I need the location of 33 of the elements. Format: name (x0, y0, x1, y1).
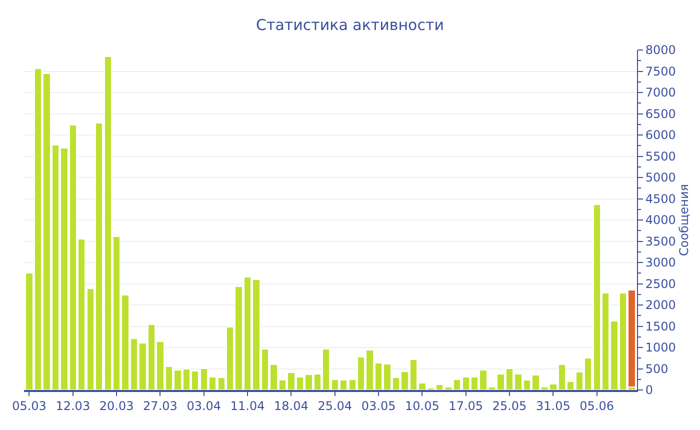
x-tick-label: 20.03 (99, 399, 134, 414)
y-tick-label: 4000 (645, 213, 676, 228)
x-tick-label: 17.05 (448, 399, 484, 414)
x-tick-label: 10.05 (405, 399, 440, 414)
y-tick-label: 5000 (645, 170, 676, 185)
y-tick-label: 4500 (645, 192, 676, 206)
y-axis-title: Сообщения (676, 184, 691, 256)
x-tick-label: 03.05 (361, 399, 396, 414)
y-tick-label: 0 (645, 383, 654, 398)
y-tick-label: 5500 (645, 149, 676, 164)
chart-title: Статистика активности (256, 16, 444, 34)
y-tick-label: 3500 (645, 234, 676, 248)
x-tick-label: 05.03 (12, 399, 46, 414)
y-tick-label: 7000 (645, 86, 676, 100)
x-tick-label: 25.05 (492, 399, 527, 414)
x-tick-label: 03.04 (186, 399, 222, 414)
y-tick-label: 1000 (645, 340, 676, 355)
x-tick-label: 18.04 (274, 399, 308, 414)
x-tick-label: 31.05 (536, 399, 570, 414)
x-tick-label: 25.04 (318, 399, 352, 414)
y-tick-label: 2500 (645, 276, 676, 291)
x-tick-label: 11.04 (230, 399, 265, 414)
x-tick-label: 27.03 (143, 399, 178, 414)
y-tick-label: 500 (645, 362, 668, 376)
y-tick-label: 2000 (645, 298, 676, 312)
y-tick-label: 6500 (645, 106, 676, 121)
x-tick-label: 12.03 (56, 399, 90, 414)
y-tick-label: 1500 (645, 319, 676, 334)
y-tick-label: 6000 (645, 128, 676, 142)
y-tick-label: 3000 (645, 256, 676, 270)
x-tick-label: 05.06 (580, 399, 614, 414)
y-tick-label: 7500 (645, 64, 676, 78)
y-tick-label: 8000 (645, 43, 676, 58)
